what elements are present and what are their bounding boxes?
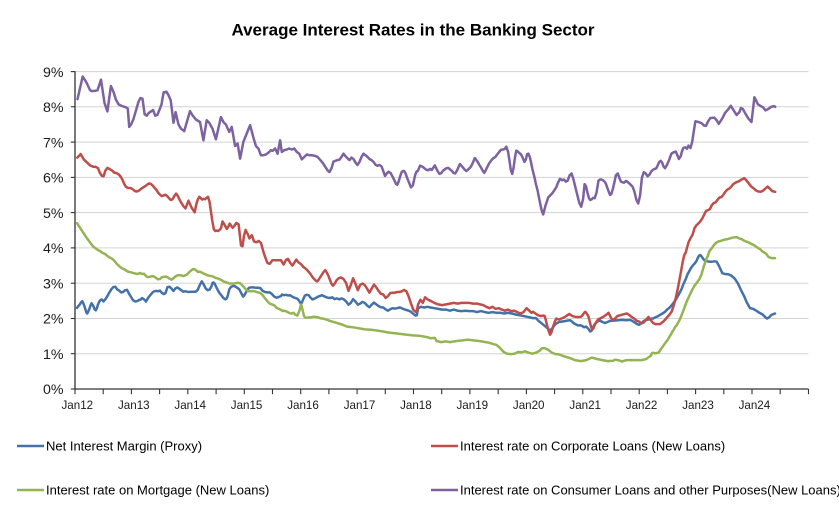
svg-text:Interest rate on Consumer Loan: Interest rate on Consumer Loans and othe… (460, 483, 839, 498)
svg-text:Jan15: Jan15 (231, 399, 263, 412)
svg-text:1%: 1% (43, 347, 64, 363)
svg-text:Jan16: Jan16 (287, 399, 319, 412)
svg-text:Average Interest Rates in the: Average Interest Rates in the Banking Se… (231, 21, 594, 40)
svg-text:Jan24: Jan24 (739, 399, 771, 412)
svg-text:Interest rate on Mortgage (New: Interest rate on Mortgage (New Loans) (46, 483, 269, 498)
svg-text:6%: 6% (43, 171, 64, 187)
svg-text:Jan22: Jan22 (626, 399, 658, 412)
svg-text:2%: 2% (43, 312, 64, 328)
svg-text:Jan12: Jan12 (62, 399, 94, 412)
svg-text:Jan23: Jan23 (682, 399, 714, 412)
svg-text:0%: 0% (43, 382, 64, 398)
svg-text:8%: 8% (43, 100, 64, 116)
svg-text:3%: 3% (43, 276, 64, 292)
svg-text:Jan21: Jan21 (569, 399, 601, 412)
svg-text:Jan14: Jan14 (174, 399, 206, 412)
svg-text:Jan20: Jan20 (513, 399, 545, 412)
svg-text:Jan19: Jan19 (457, 399, 489, 412)
svg-text:Interest rate on Corporate Loa: Interest rate on Corporate Loans (New Lo… (460, 439, 725, 454)
svg-text:4%: 4% (43, 241, 64, 257)
svg-text:Net Interest Margin (Proxy): Net Interest Margin (Proxy) (46, 439, 202, 454)
svg-text:Jan13: Jan13 (118, 399, 150, 412)
svg-text:7%: 7% (43, 135, 64, 151)
svg-text:5%: 5% (43, 206, 64, 222)
svg-text:Jan17: Jan17 (344, 399, 376, 412)
svg-text:9%: 9% (43, 65, 64, 81)
svg-text:Jan18: Jan18 (400, 399, 432, 412)
